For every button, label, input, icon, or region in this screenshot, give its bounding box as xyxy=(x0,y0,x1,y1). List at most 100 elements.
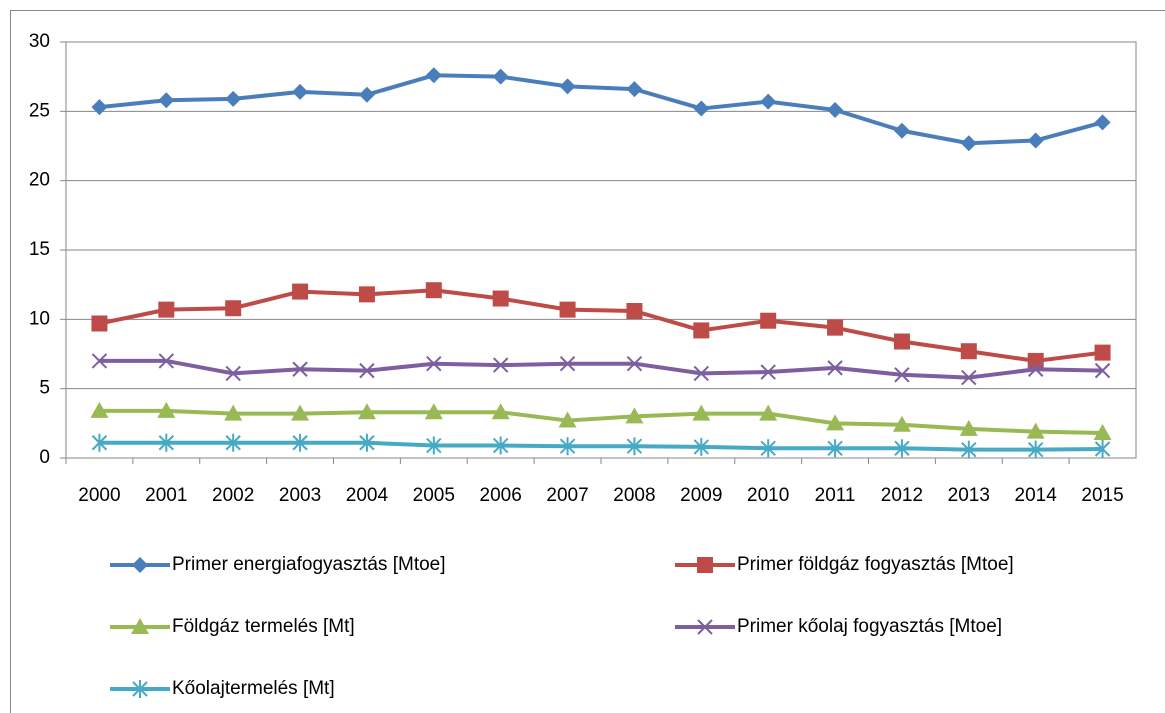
marker xyxy=(1026,422,1045,439)
marker xyxy=(358,86,375,103)
series-line xyxy=(99,440,1103,452)
marker xyxy=(492,436,509,455)
marker xyxy=(359,433,375,452)
y-tick-label: 20 xyxy=(29,170,50,191)
marker xyxy=(693,100,710,117)
marker xyxy=(426,355,442,372)
y-tick-label: 30 xyxy=(29,31,50,52)
marker xyxy=(132,557,148,573)
marker xyxy=(892,415,911,432)
x-tick-label: 2014 xyxy=(1015,485,1058,506)
marker xyxy=(225,433,241,452)
marker xyxy=(157,401,176,418)
marker xyxy=(760,364,776,380)
marker xyxy=(158,353,175,369)
marker xyxy=(1027,352,1044,369)
marker xyxy=(1094,362,1111,379)
marker xyxy=(357,403,376,420)
marker xyxy=(893,122,910,139)
marker xyxy=(491,403,510,420)
marker xyxy=(559,301,576,318)
marker xyxy=(426,436,442,455)
marker xyxy=(559,437,576,456)
x-tick-label: 2010 xyxy=(747,485,789,506)
marker xyxy=(559,355,576,372)
legend-label: Földgáz termelés [Mt] xyxy=(172,616,355,637)
marker xyxy=(894,439,910,458)
marker xyxy=(626,303,643,320)
marker xyxy=(760,93,777,110)
marker xyxy=(425,67,442,84)
marker xyxy=(961,369,977,386)
marker xyxy=(1027,361,1044,377)
marker xyxy=(893,333,910,350)
x-tick-label: 2006 xyxy=(480,485,522,506)
x-tick-label: 2012 xyxy=(881,485,923,506)
marker xyxy=(827,439,843,458)
marker xyxy=(292,283,309,300)
series-line xyxy=(99,288,1103,363)
marker xyxy=(1027,132,1044,149)
y-tick-label: 0 xyxy=(39,447,50,468)
marker xyxy=(225,300,242,317)
marker xyxy=(291,404,310,421)
legend-label: Primer kőolaj fogyasztás [Mtoe] xyxy=(737,616,1002,637)
marker xyxy=(492,68,509,85)
y-tick-label: 15 xyxy=(29,239,50,260)
marker xyxy=(558,411,577,428)
marker xyxy=(960,343,977,360)
legend-label: Kőolajtermelés [Mt] xyxy=(172,678,335,699)
marker xyxy=(626,81,643,98)
x-tick-label: 2005 xyxy=(413,485,455,506)
marker xyxy=(292,361,308,377)
marker xyxy=(1094,114,1111,131)
marker xyxy=(158,301,175,318)
marker xyxy=(158,433,175,452)
marker xyxy=(559,78,576,95)
marker xyxy=(697,557,713,573)
series-line xyxy=(99,408,1103,436)
marker xyxy=(1027,440,1044,459)
marker xyxy=(826,414,845,431)
x-tick-label: 2000 xyxy=(78,485,120,506)
x-tick-label: 2009 xyxy=(680,485,722,506)
marker xyxy=(760,312,777,329)
marker xyxy=(827,319,844,336)
legend-label: Primer földgáz fogyasztás [Mtoe] xyxy=(737,554,1014,575)
marker xyxy=(697,619,713,635)
x-tick-label: 2003 xyxy=(279,485,321,506)
marker xyxy=(760,439,776,458)
marker xyxy=(959,419,978,436)
marker xyxy=(961,440,977,459)
y-tick-label: 10 xyxy=(29,308,50,329)
marker xyxy=(1093,424,1112,441)
marker xyxy=(359,362,375,379)
marker xyxy=(424,403,443,420)
marker xyxy=(626,437,643,456)
marker xyxy=(91,353,108,369)
marker xyxy=(960,135,977,152)
marker xyxy=(894,367,910,383)
marker xyxy=(827,360,843,376)
x-tick-label: 2007 xyxy=(546,485,588,506)
x-tick-label: 2008 xyxy=(613,485,655,506)
marker xyxy=(693,437,710,456)
marker xyxy=(1094,344,1111,361)
y-tick-label: 25 xyxy=(29,100,50,121)
x-tick-label: 2011 xyxy=(815,485,856,506)
marker xyxy=(827,101,844,118)
marker xyxy=(358,286,375,303)
marker xyxy=(158,92,175,109)
marker xyxy=(292,433,308,452)
marker xyxy=(292,83,309,100)
marker xyxy=(693,365,710,382)
marker xyxy=(425,282,442,299)
marker xyxy=(692,404,711,421)
marker xyxy=(131,618,149,634)
marker xyxy=(91,315,108,332)
marker xyxy=(224,404,243,421)
marker xyxy=(91,433,108,452)
marker xyxy=(759,404,778,421)
marker xyxy=(492,357,509,373)
